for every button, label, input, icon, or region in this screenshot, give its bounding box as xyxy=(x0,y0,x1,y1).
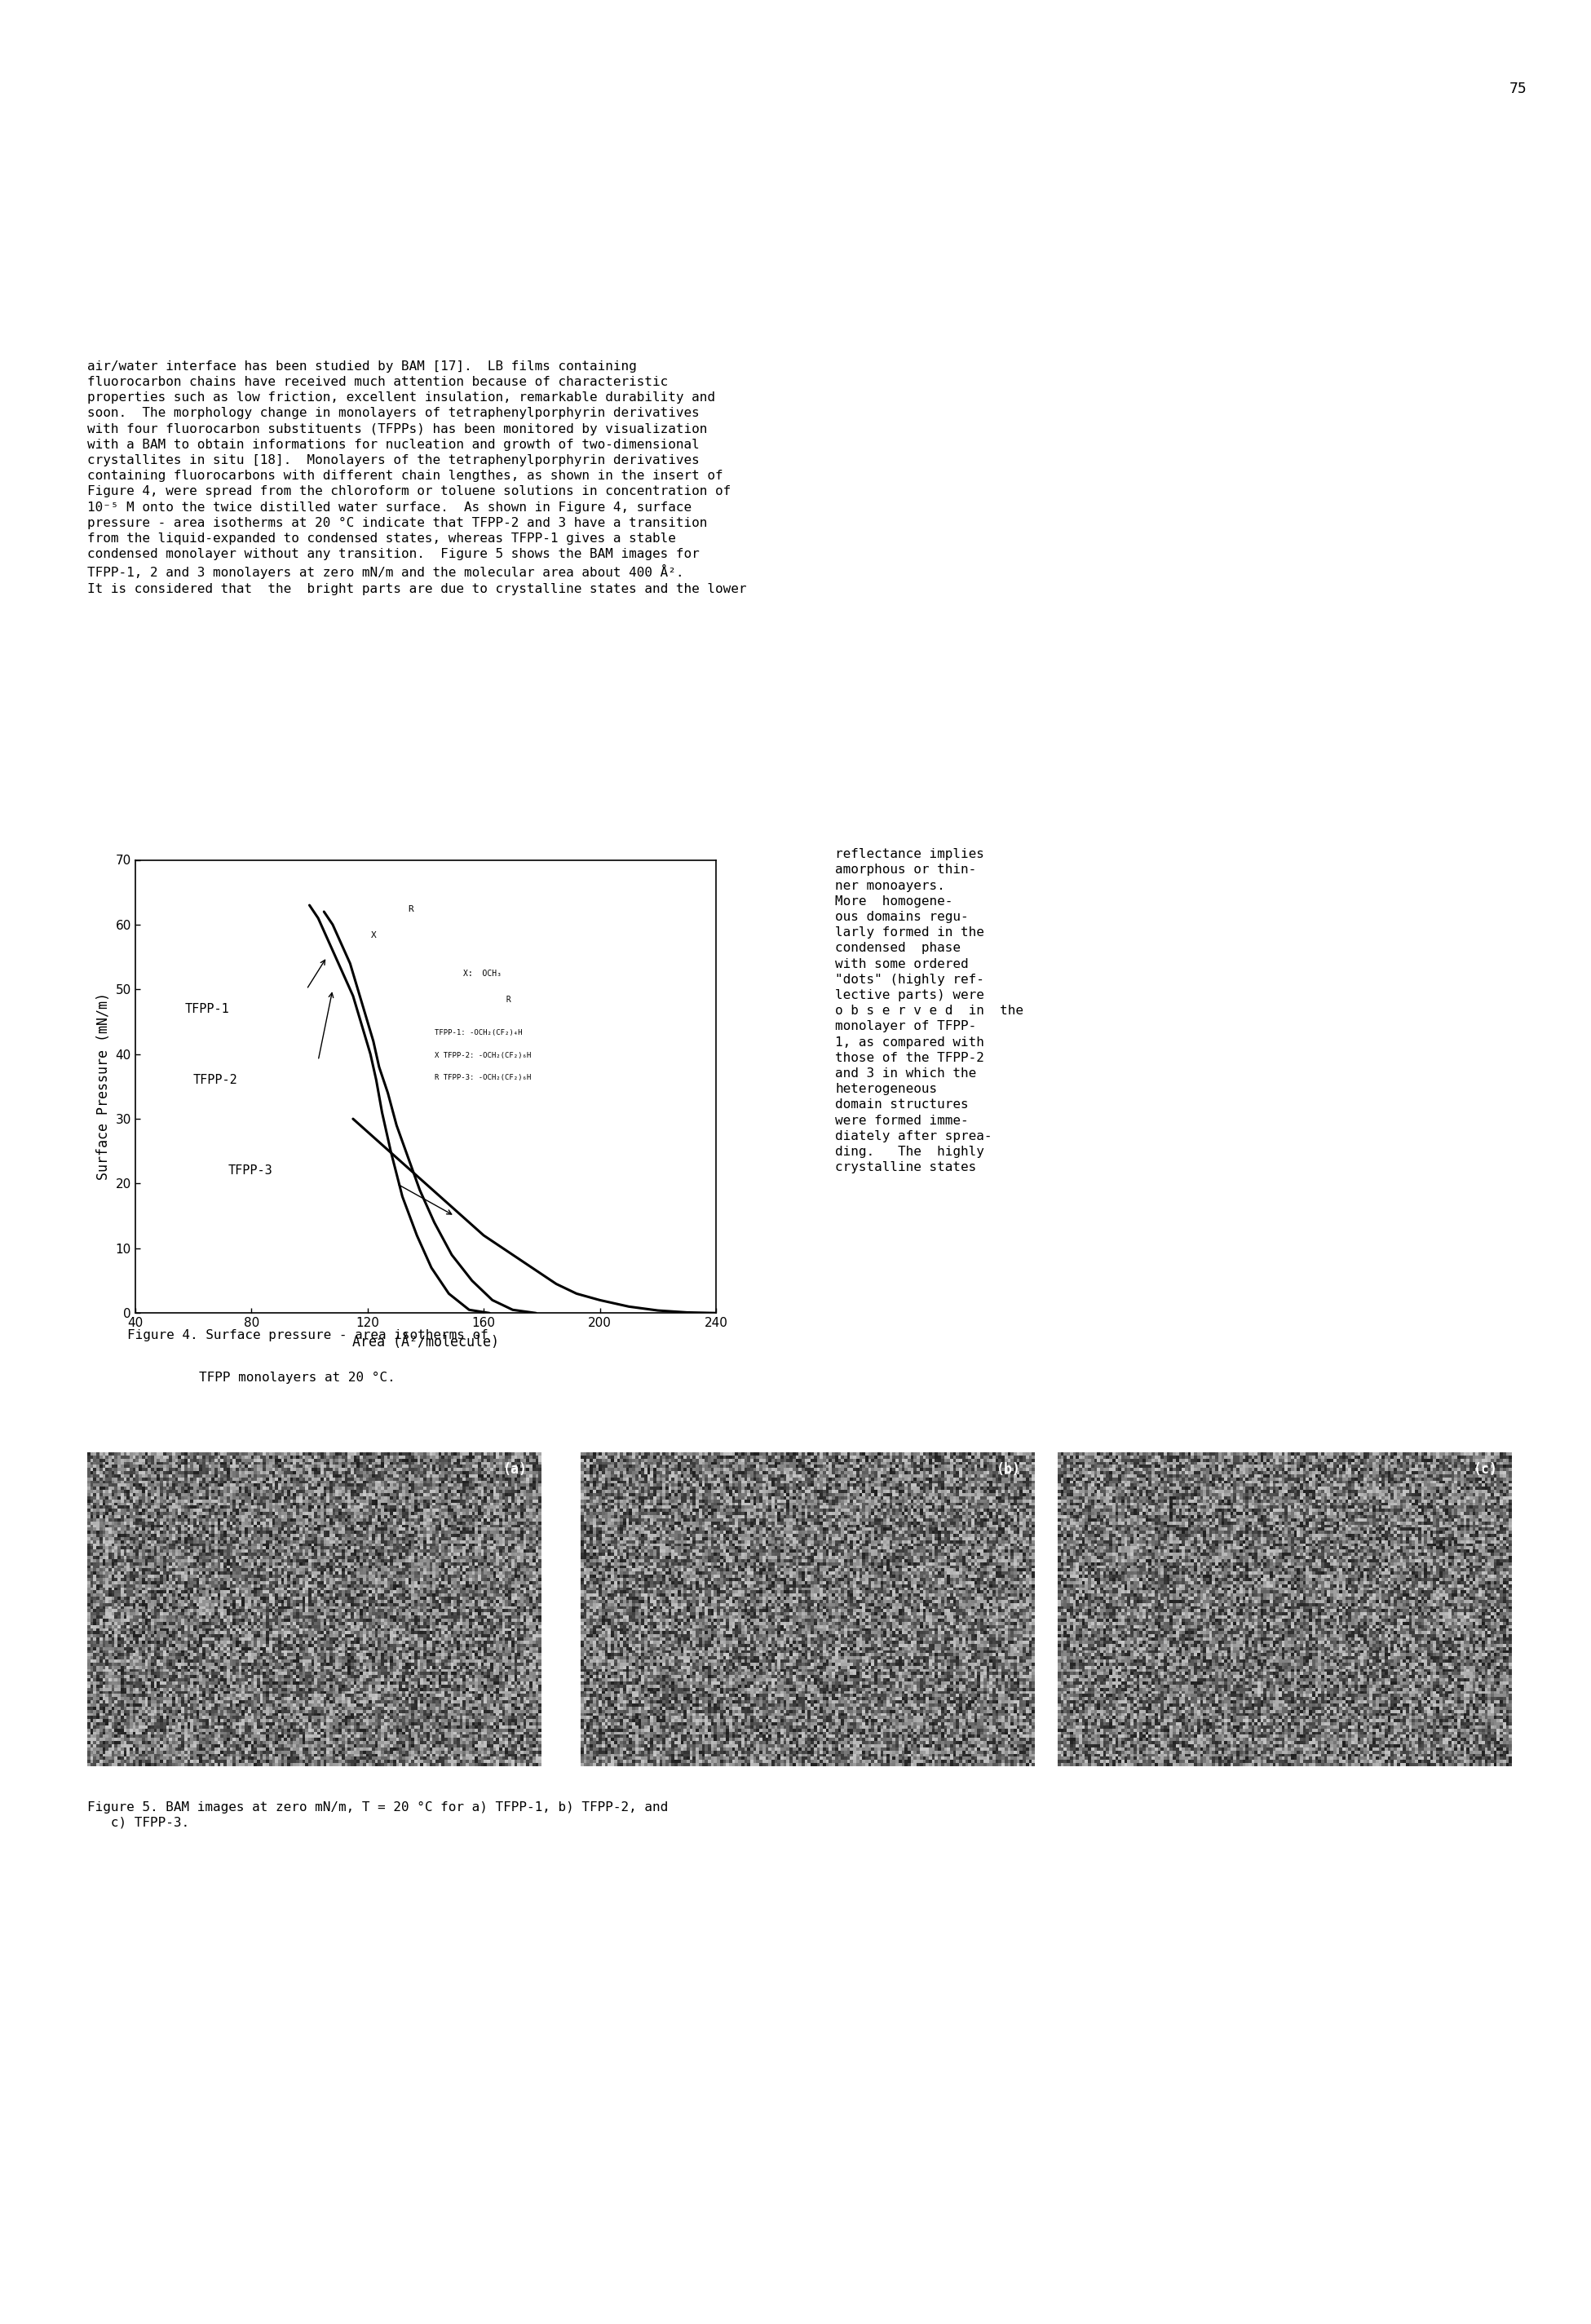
X-axis label: Area (Å²/molecule): Area (Å²/molecule) xyxy=(352,1334,500,1350)
Text: reflectance implies
amorphous or thin-
ner monoayers.
More  homogene-
ous domain: reflectance implies amorphous or thin- n… xyxy=(835,848,1023,1174)
Text: (b): (b) xyxy=(996,1462,1020,1476)
Text: TFPP monolayers at 20 °C.: TFPP monolayers at 20 °C. xyxy=(199,1371,395,1383)
Text: TFPP-1: -OCH₂(CF₂)₄H: TFPP-1: -OCH₂(CF₂)₄H xyxy=(434,1030,522,1037)
Text: (c): (c) xyxy=(1473,1462,1497,1476)
Text: Figure 5. BAM images at zero mN/m, T = 20 °C for a) TFPP-1, b) TFPP-2, and
   c): Figure 5. BAM images at zero mN/m, T = 2… xyxy=(88,1801,668,1829)
Y-axis label: Surface Pressure (mN/m): Surface Pressure (mN/m) xyxy=(97,992,111,1181)
Text: 75: 75 xyxy=(1510,81,1527,95)
Text: R: R xyxy=(463,995,511,1004)
Text: R: R xyxy=(409,904,414,913)
Text: air/water interface has been studied by BAM [17].  LB films containing
fluorocar: air/water interface has been studied by … xyxy=(88,360,746,595)
Text: (a): (a) xyxy=(503,1462,527,1476)
Text: X TFPP-2: -OCH₂(CF₂)₆H: X TFPP-2: -OCH₂(CF₂)₆H xyxy=(434,1053,531,1060)
Text: R TFPP-3: -OCH₂(CF₂)₆H: R TFPP-3: -OCH₂(CF₂)₆H xyxy=(434,1074,531,1081)
Text: TFPP-1: TFPP-1 xyxy=(185,1002,229,1016)
Text: X:  OCH₃: X: OCH₃ xyxy=(463,969,501,978)
Text: X: X xyxy=(371,932,375,939)
Text: TFPP-3: TFPP-3 xyxy=(228,1164,272,1176)
Text: Figure 4. Surface pressure - area isotherms of: Figure 4. Surface pressure - area isothe… xyxy=(127,1329,488,1341)
Text: TFPP-2: TFPP-2 xyxy=(194,1074,239,1085)
